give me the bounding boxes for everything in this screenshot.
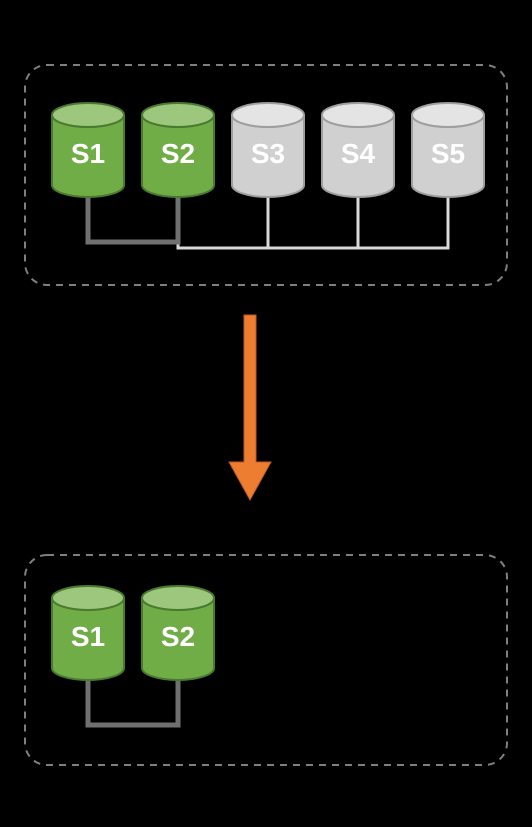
cylinder-label: S2: [161, 621, 195, 652]
cylinder-label: S2: [161, 138, 195, 169]
top-cylinder-s3: S3: [232, 103, 304, 197]
cylinder-label: S1: [71, 621, 105, 652]
cylinder-top-icon: [52, 103, 124, 127]
top-cylinder-s4: S4: [322, 103, 394, 197]
cylinder-top-icon: [142, 103, 214, 127]
cylinder-label: S1: [71, 138, 105, 169]
cylinder-top-icon: [322, 103, 394, 127]
bottom-cylinder-s1: S1: [52, 586, 124, 680]
top-cylinder-s2: S2: [142, 103, 214, 197]
cylinder-label: S5: [431, 138, 465, 169]
cylinder-label: S3: [251, 138, 285, 169]
top-cylinder-s5: S5: [412, 103, 484, 197]
cylinder-top-icon: [412, 103, 484, 127]
cylinder-top-icon: [142, 586, 214, 610]
top-cylinder-s1: S1: [52, 103, 124, 197]
cylinder-label: S4: [341, 138, 376, 169]
bottom-cylinder-s2: S2: [142, 586, 214, 680]
cylinder-top-icon: [232, 103, 304, 127]
cylinder-top-icon: [52, 586, 124, 610]
